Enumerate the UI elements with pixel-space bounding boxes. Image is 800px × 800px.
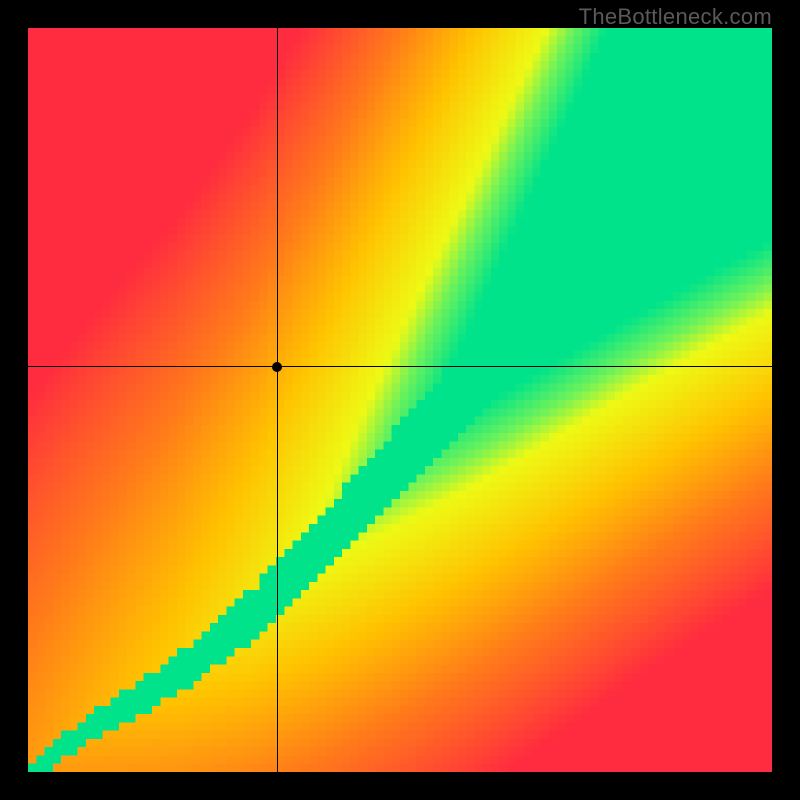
crosshair-horizontal <box>28 366 772 367</box>
watermark-text: TheBottleneck.com <box>579 4 772 30</box>
crosshair-vertical <box>277 28 278 772</box>
chart-container: TheBottleneck.com <box>0 0 800 800</box>
heatmap-canvas <box>28 28 772 772</box>
crosshair-marker <box>272 362 282 372</box>
